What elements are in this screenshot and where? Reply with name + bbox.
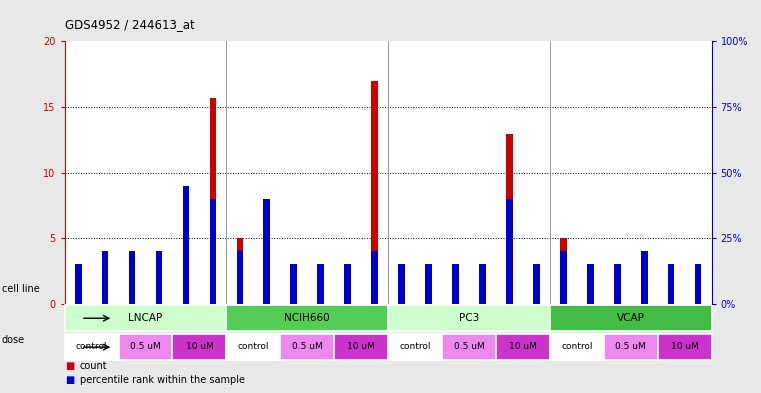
Bar: [496, 334, 550, 360]
Bar: [371, 81, 378, 304]
Bar: [667, 297, 674, 304]
Text: PC3: PC3: [459, 313, 479, 323]
Text: control: control: [76, 342, 107, 351]
Bar: [479, 264, 486, 304]
Bar: [425, 264, 432, 304]
Text: ■: ■: [65, 375, 74, 385]
Text: VCAP: VCAP: [616, 313, 645, 323]
Bar: [695, 264, 702, 304]
Bar: [344, 264, 351, 304]
Bar: [75, 289, 81, 304]
Text: 0.5 uM: 0.5 uM: [130, 342, 161, 351]
Bar: [227, 305, 388, 331]
Bar: [334, 334, 388, 360]
Bar: [317, 293, 324, 304]
Text: 10 uM: 10 uM: [670, 342, 699, 351]
Bar: [506, 134, 513, 304]
Bar: [695, 291, 702, 304]
Text: percentile rank within the sample: percentile rank within the sample: [80, 375, 245, 385]
Bar: [291, 264, 297, 304]
Bar: [603, 334, 658, 360]
Text: 10 uM: 10 uM: [347, 342, 375, 351]
Bar: [173, 334, 227, 360]
Bar: [641, 263, 648, 304]
Bar: [479, 280, 486, 304]
Text: cell line: cell line: [2, 284, 40, 294]
Text: 0.5 uM: 0.5 uM: [454, 342, 484, 351]
Bar: [506, 199, 513, 304]
Bar: [129, 251, 135, 304]
Text: control: control: [561, 342, 593, 351]
Bar: [102, 266, 109, 304]
Bar: [263, 250, 270, 304]
Bar: [263, 199, 270, 304]
Text: 10 uM: 10 uM: [186, 342, 213, 351]
Bar: [533, 288, 540, 304]
Bar: [641, 251, 648, 304]
Bar: [156, 251, 162, 304]
Bar: [658, 334, 712, 360]
Bar: [129, 259, 135, 304]
Text: GDS4952 / 244613_at: GDS4952 / 244613_at: [65, 18, 194, 31]
Bar: [237, 238, 244, 304]
Text: count: count: [80, 362, 107, 371]
Bar: [587, 264, 594, 304]
Bar: [119, 334, 173, 360]
Bar: [388, 334, 442, 360]
Bar: [550, 334, 603, 360]
Text: 0.5 uM: 0.5 uM: [292, 342, 323, 351]
Text: dose: dose: [2, 335, 24, 345]
Bar: [102, 251, 109, 304]
Bar: [614, 264, 620, 304]
Text: LNCAP: LNCAP: [129, 313, 163, 323]
Bar: [550, 305, 712, 331]
Bar: [183, 185, 189, 304]
Text: 0.5 uM: 0.5 uM: [616, 342, 646, 351]
Bar: [452, 264, 459, 304]
Bar: [280, 334, 334, 360]
Bar: [560, 251, 567, 304]
Text: control: control: [237, 342, 269, 351]
Bar: [183, 245, 189, 304]
Bar: [560, 238, 567, 304]
Bar: [291, 292, 297, 304]
Bar: [667, 264, 674, 304]
Bar: [614, 291, 620, 304]
Bar: [587, 292, 594, 304]
Text: control: control: [400, 342, 431, 351]
Bar: [398, 264, 405, 304]
Bar: [371, 251, 378, 304]
Bar: [442, 334, 496, 360]
Text: NCIH660: NCIH660: [285, 313, 330, 323]
Bar: [344, 293, 351, 304]
Bar: [388, 305, 550, 331]
Bar: [65, 305, 227, 331]
Text: ■: ■: [65, 362, 74, 371]
Bar: [209, 199, 216, 304]
Text: 10 uM: 10 uM: [509, 342, 537, 351]
Bar: [209, 98, 216, 304]
Bar: [75, 264, 81, 304]
Bar: [227, 334, 280, 360]
Bar: [156, 274, 162, 304]
Bar: [65, 334, 119, 360]
Bar: [237, 251, 244, 304]
Bar: [425, 284, 432, 304]
Bar: [533, 264, 540, 304]
Bar: [398, 295, 405, 304]
Bar: [452, 279, 459, 304]
Bar: [317, 264, 324, 304]
